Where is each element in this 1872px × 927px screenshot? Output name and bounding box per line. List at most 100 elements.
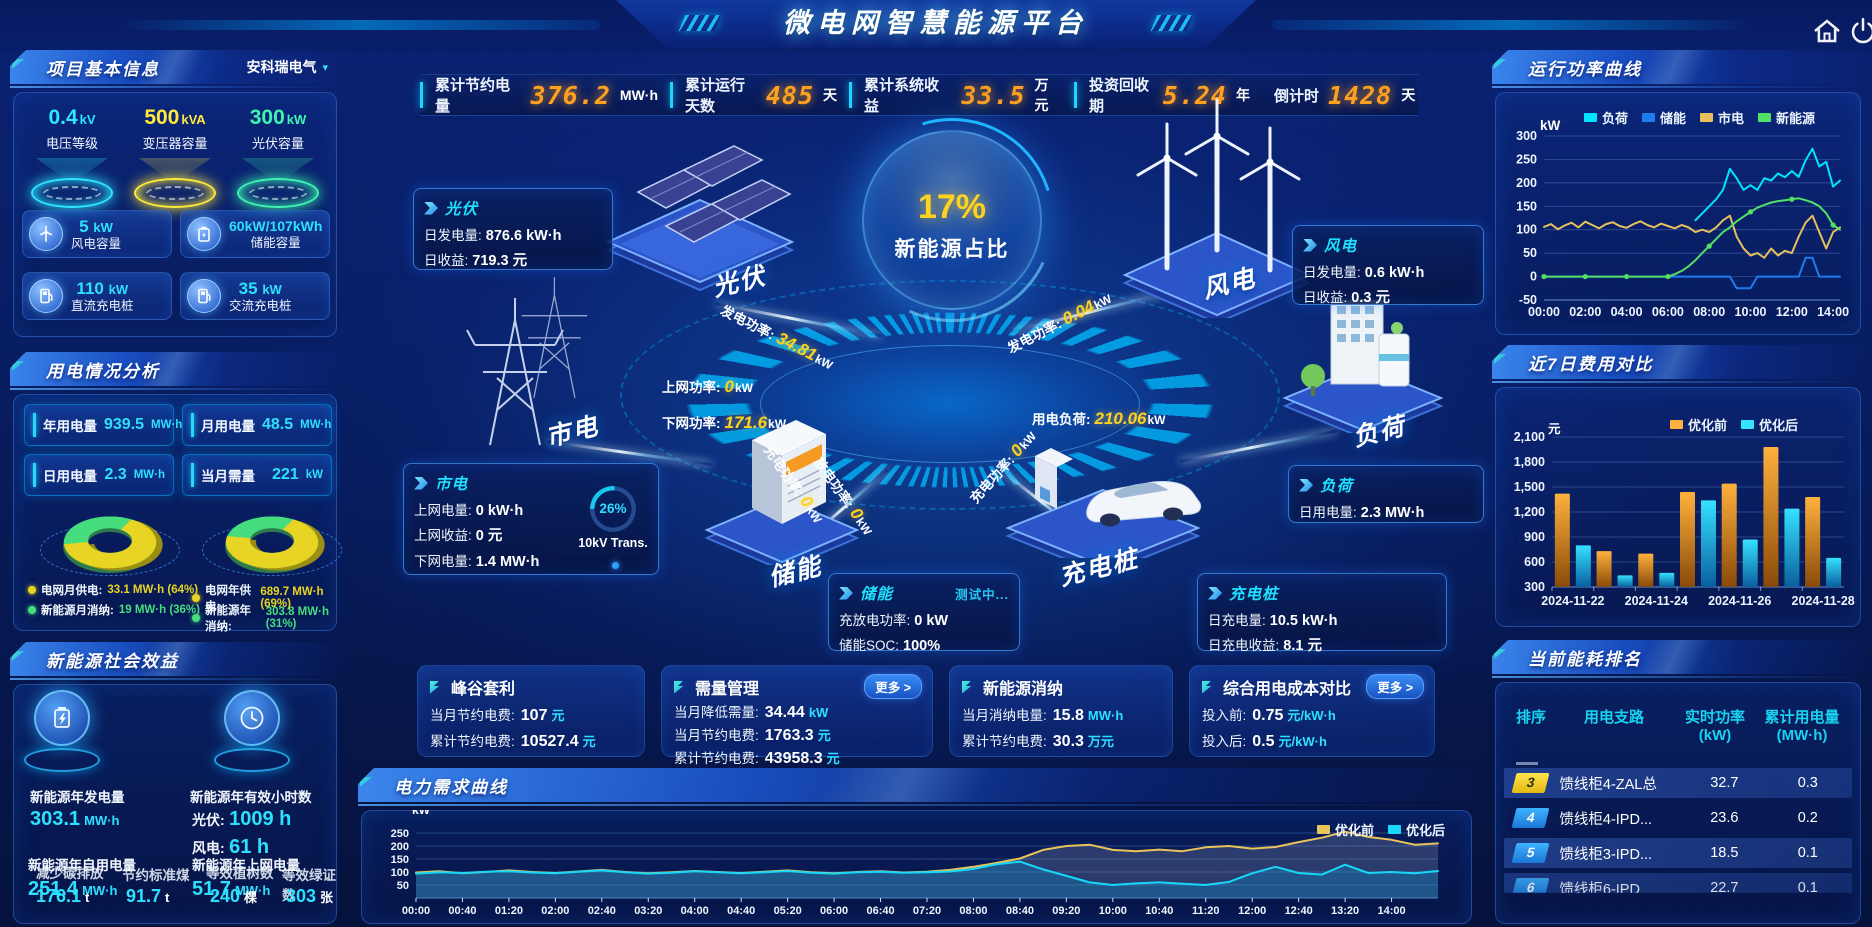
gauge-label: 10kV Trans. (578, 536, 648, 550)
box-title: 风电 (1324, 238, 1358, 255)
svg-text:03:20: 03:20 (634, 905, 662, 917)
daily-usage-chip: 日用电量 2.3 MW·h (24, 454, 174, 496)
kpi-value: 376.2 (530, 80, 611, 110)
kpi-value: 485 (765, 80, 814, 110)
realtime-power: 32.7 (1710, 775, 1739, 791)
load-node-icon (1282, 299, 1444, 433)
ac-charger-icon (187, 279, 221, 313)
column-header-rank: 排序 (1515, 709, 1546, 726)
wind-turbine-icon (29, 217, 63, 251)
chip-unit: MW·h (133, 469, 165, 481)
stat-value: 500 (144, 106, 180, 129)
stat-unit: kVA (181, 112, 206, 127)
legend-item[interactable]: 优化前 (1670, 415, 1727, 434)
monthly-demand-chip: 当月需量 221 kW (182, 454, 332, 496)
svg-text:06:40: 06:40 (866, 905, 894, 917)
svg-text:12:40: 12:40 (1285, 905, 1313, 917)
stat-label: 等效绿证数 (282, 868, 336, 903)
stat-unit: t (85, 890, 90, 905)
svg-text:200: 200 (1516, 176, 1537, 190)
kpi-separator (849, 82, 852, 108)
rank-badge: 3 (1511, 773, 1550, 793)
header-underline (10, 678, 340, 680)
kpi-bar: 累计节约电量 376.2 MW·h 累计运行天数 485 天 累计系统收益 33… (420, 74, 1418, 116)
arrow-icon (1208, 586, 1222, 600)
storage-capacity-card: 60kW/107kWh 储能容量 (180, 210, 330, 258)
legend-item[interactable]: 负荷 (1584, 108, 1628, 127)
stat-unit: kW (286, 112, 307, 127)
svg-text:12:00: 12:00 (1776, 305, 1808, 319)
gauge-value: 26% (599, 501, 627, 516)
flow-label-grid-draw-power: 下网功率: 171.6kW (662, 413, 787, 432)
legend-swatch (1741, 420, 1755, 429)
company-selector[interactable]: 安科瑞电气 (246, 57, 328, 77)
kpi-value: 5.24 (1162, 80, 1227, 110)
card-label: 交流充电桩 (229, 298, 292, 313)
svg-text:100: 100 (1516, 223, 1537, 237)
legend-item[interactable]: 新能源 (1758, 108, 1815, 127)
rank-badge: 4 (1511, 808, 1550, 828)
legend-item[interactable]: 市电 (1700, 108, 1744, 127)
power-icon[interactable] (1848, 16, 1872, 46)
stat-value: 303.1 (30, 808, 81, 830)
svg-text:11:20: 11:20 (1192, 905, 1220, 917)
legend-item[interactable]: 储能 (1642, 108, 1686, 127)
panel-header: 运行功率曲线 (1492, 50, 1864, 84)
renewable-consumption-card: 新能源消纳 当月消纳电量: 15.8 MW·h 累计节约电费: 30.3 万元 (949, 665, 1173, 757)
card-unit: kW (262, 281, 282, 297)
card-title: 新能源消纳 (983, 681, 1064, 698)
card-value: 5 (79, 216, 89, 236)
chip-unit: MW·h (300, 419, 332, 431)
svg-text:300: 300 (1516, 129, 1537, 143)
card-corner-icon (1202, 680, 1212, 694)
card-corner-icon (962, 680, 972, 694)
stat-unit: kV (79, 112, 96, 127)
total-energy: 0.1 (1797, 845, 1818, 861)
legend-item[interactable]: 优化前 (1316, 820, 1374, 839)
chip-label: 日用电量 (43, 469, 97, 484)
svg-text:00:40: 00:40 (448, 905, 476, 917)
svg-text:14:00: 14:00 (1377, 905, 1405, 917)
table-row: 5 馈线柜3-IPD... 18.5 0.1 (1504, 838, 1852, 868)
panel-corner-icon (1494, 347, 1507, 364)
panel-header: 项目基本信息 安科瑞电气 (10, 50, 340, 84)
svg-text:50: 50 (1523, 246, 1537, 260)
panel-title: 用电情况分析 (46, 361, 160, 381)
svg-text:200: 200 (391, 841, 409, 853)
stat-sublabel: 光伏: (192, 812, 225, 828)
stat-label: 新能源年有效小时数 (190, 790, 312, 805)
transformer-gauge: 26% 10kV Trans. (578, 486, 648, 550)
box-title: 光伏 (445, 201, 479, 218)
svg-text:600: 600 (1524, 555, 1545, 569)
more-button[interactable]: 更多 > (864, 674, 922, 699)
panel-title: 近7日费用对比 (1528, 354, 1654, 374)
carousel-dot[interactable] (612, 562, 619, 569)
legend-item[interactable]: 优化后 (1741, 415, 1798, 434)
branch-name: 馈线柜3-IPD... (1559, 846, 1653, 863)
kpi-separator (670, 82, 673, 108)
cost-compare-panel: 近7日费用对比 优化前 优化后 300 600 900 1,200 1,500 1,800 2… (1492, 345, 1864, 630)
legend-item[interactable]: 优化后 (1387, 820, 1445, 839)
svg-text:2024-11-26: 2024-11-26 (1708, 594, 1771, 608)
stat-label: 节约标准煤 (122, 868, 190, 883)
legend-dot (28, 606, 36, 614)
svg-text:1,800: 1,800 (1514, 455, 1545, 469)
more-button[interactable]: 更多 > (1366, 674, 1424, 699)
svg-text:05:20: 05:20 (774, 905, 802, 917)
home-icon[interactable] (1812, 16, 1842, 46)
legend-value: 33.1 MW·h (64%) (107, 584, 199, 596)
card-label: 风电容量 (71, 236, 122, 251)
company-selector-value: 安科瑞电气 (246, 59, 317, 75)
svg-text:02:40: 02:40 (588, 905, 616, 917)
stat-sublabel: 风电: (192, 840, 225, 856)
panel-title: 新能源社会效益 (46, 651, 179, 671)
header-underline (1492, 86, 1864, 88)
grid-node-icon (466, 277, 588, 446)
legend-label: 新能源年消纳: (205, 605, 251, 633)
card-value: 60kW/107kWh (229, 218, 323, 234)
svg-text:250: 250 (391, 828, 409, 840)
kpi-unit: 万元 (1034, 77, 1049, 113)
table-row: 3 馈线柜4-ZAL总 32.7 0.3 (1504, 768, 1852, 798)
svg-text:2024-11-28: 2024-11-28 (1792, 594, 1855, 608)
header-underline (1492, 676, 1864, 678)
